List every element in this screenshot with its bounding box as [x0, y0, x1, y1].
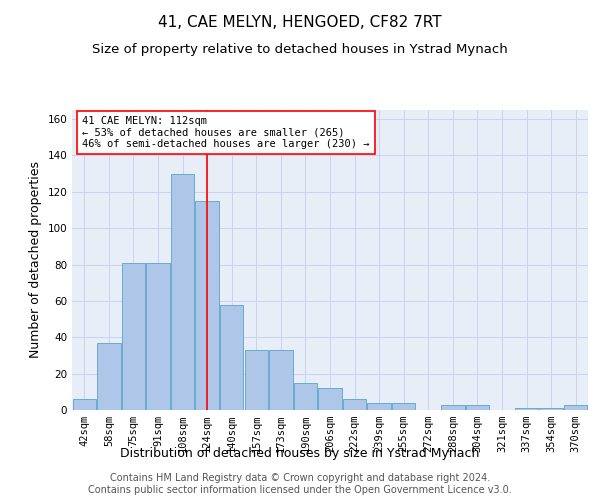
Bar: [294, 382, 317, 410]
Text: 41, CAE MELYN, HENGOED, CF82 7RT: 41, CAE MELYN, HENGOED, CF82 7RT: [158, 15, 442, 30]
Text: Size of property relative to detached houses in Ystrad Mynach: Size of property relative to detached ho…: [92, 42, 508, 56]
Bar: [73, 399, 96, 410]
Bar: [564, 404, 587, 410]
Bar: [196, 201, 219, 410]
Bar: [97, 342, 121, 410]
Bar: [466, 404, 489, 410]
Bar: [343, 399, 366, 410]
Bar: [220, 304, 244, 410]
Bar: [441, 404, 464, 410]
Text: Contains HM Land Registry data © Crown copyright and database right 2024.
Contai: Contains HM Land Registry data © Crown c…: [88, 474, 512, 495]
Bar: [319, 388, 341, 410]
Bar: [245, 350, 268, 410]
Y-axis label: Number of detached properties: Number of detached properties: [29, 162, 42, 358]
Bar: [367, 402, 391, 410]
Bar: [539, 408, 563, 410]
Bar: [392, 402, 415, 410]
Bar: [122, 262, 145, 410]
Bar: [146, 262, 170, 410]
Text: 41 CAE MELYN: 112sqm
← 53% of detached houses are smaller (265)
46% of semi-deta: 41 CAE MELYN: 112sqm ← 53% of detached h…: [82, 116, 370, 149]
Bar: [515, 408, 538, 410]
Bar: [171, 174, 194, 410]
Text: Distribution of detached houses by size in Ystrad Mynach: Distribution of detached houses by size …: [121, 448, 479, 460]
Bar: [269, 350, 293, 410]
